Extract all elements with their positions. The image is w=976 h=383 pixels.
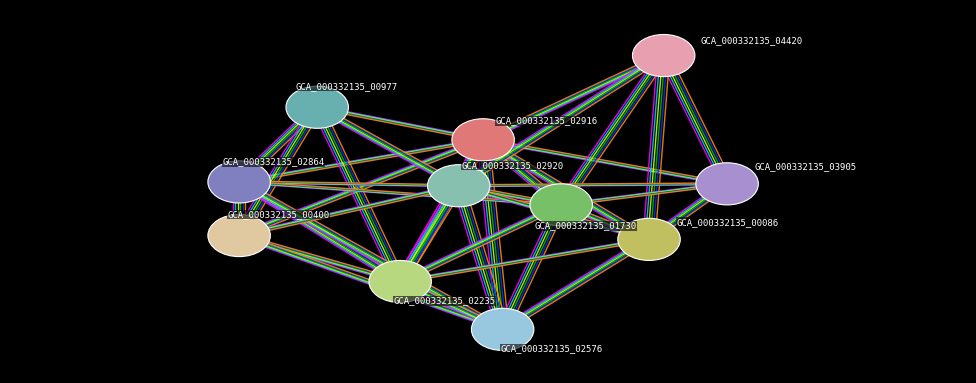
Ellipse shape — [632, 34, 695, 77]
Text: GCA_000332135_04420: GCA_000332135_04420 — [701, 36, 802, 45]
Ellipse shape — [452, 119, 514, 161]
Ellipse shape — [696, 163, 758, 205]
Text: GCA_000332135_02864: GCA_000332135_02864 — [223, 157, 324, 166]
Text: GCA_000332135_01730: GCA_000332135_01730 — [535, 221, 636, 231]
Text: GCA_000332135_02576: GCA_000332135_02576 — [501, 344, 602, 353]
Ellipse shape — [286, 86, 348, 128]
Ellipse shape — [369, 260, 431, 303]
Ellipse shape — [530, 184, 592, 226]
Text: GCA_000332135_02916: GCA_000332135_02916 — [496, 116, 597, 125]
Text: GCA_000332135_00086: GCA_000332135_00086 — [676, 218, 778, 227]
Text: GCA_000332135_03905: GCA_000332135_03905 — [754, 162, 856, 171]
Ellipse shape — [208, 214, 270, 257]
Text: GCA_000332135_00400: GCA_000332135_00400 — [227, 210, 329, 219]
Ellipse shape — [208, 161, 270, 203]
Text: GCA_000332135_00977: GCA_000332135_00977 — [296, 82, 397, 91]
Text: GCA_000332135_02920: GCA_000332135_02920 — [462, 161, 563, 170]
Text: GCA_000332135_02235: GCA_000332135_02235 — [393, 296, 495, 305]
Ellipse shape — [618, 218, 680, 260]
Ellipse shape — [427, 165, 490, 207]
Ellipse shape — [471, 308, 534, 350]
